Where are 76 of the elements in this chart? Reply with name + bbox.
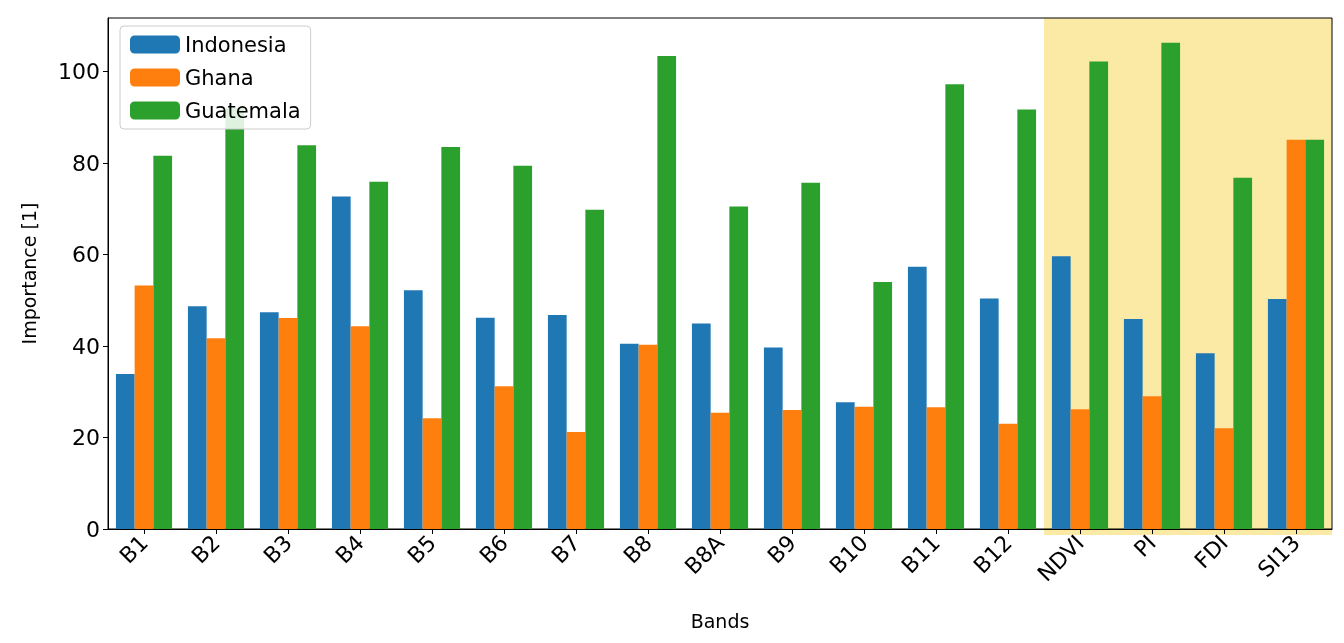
bar — [187, 306, 207, 529]
legend-label: Guatemala — [185, 98, 301, 123]
y-tick-label: 60 — [72, 242, 100, 268]
bar — [441, 147, 461, 529]
bar — [907, 266, 927, 529]
bar — [926, 407, 946, 529]
bar — [1123, 319, 1143, 529]
x-tick-label: FDI — [1189, 530, 1233, 574]
bar — [547, 314, 567, 529]
bar — [1286, 139, 1306, 529]
bar — [873, 281, 893, 529]
y-axis-title: Importance [1] — [17, 202, 40, 345]
bar — [998, 423, 1018, 529]
bar — [1267, 298, 1287, 529]
x-tick-label: B11 — [896, 530, 945, 579]
bar — [206, 338, 226, 529]
bar — [763, 347, 783, 529]
y-tick-label: 80 — [72, 150, 100, 176]
bar — [403, 290, 423, 529]
x-tick-label: B4 — [330, 530, 369, 569]
bar — [854, 406, 874, 529]
bar — [710, 412, 730, 529]
bar — [979, 298, 999, 529]
bar — [297, 145, 317, 529]
x-tick-label: B12 — [968, 530, 1017, 579]
bar — [782, 410, 802, 529]
x-tick-label: B1 — [114, 530, 153, 569]
bar — [835, 402, 855, 529]
bar — [369, 181, 389, 529]
x-tick-label: B6 — [474, 530, 513, 569]
x-tick-label: B9 — [762, 530, 801, 569]
bar — [1233, 177, 1253, 529]
bar — [278, 318, 298, 529]
bar — [1017, 109, 1037, 529]
legend-label: Indonesia — [185, 32, 287, 57]
bar — [729, 206, 749, 529]
legend-label: Ghana — [185, 65, 254, 90]
x-tick-label: B7 — [546, 530, 585, 569]
bar — [1195, 353, 1215, 529]
x-tick-label: B5 — [402, 530, 441, 569]
bar — [494, 386, 514, 529]
y-tick-label: 20 — [72, 425, 100, 450]
bar — [513, 165, 533, 529]
y-tick-label: 0 — [86, 516, 100, 542]
bar — [153, 155, 173, 529]
x-tick-label: B8 — [618, 530, 657, 569]
bar — [1142, 396, 1162, 529]
x-tick-label: B10 — [824, 530, 873, 579]
bar — [115, 373, 135, 529]
bar — [566, 432, 586, 529]
x-tick-label: B3 — [258, 530, 297, 569]
bar — [638, 344, 658, 529]
bar — [1161, 42, 1181, 529]
bar — [945, 84, 965, 529]
bar — [422, 418, 442, 529]
bar — [134, 285, 154, 529]
bar — [475, 317, 495, 529]
bar — [350, 326, 370, 529]
bar — [585, 209, 605, 529]
bar — [1305, 139, 1325, 529]
bar — [657, 55, 677, 529]
bar — [259, 312, 279, 529]
bar — [619, 343, 639, 529]
bar — [1089, 61, 1109, 529]
x-tick-label: B8A — [679, 530, 729, 580]
y-tick-label: 40 — [72, 333, 100, 359]
x-tick-label: B2 — [186, 530, 225, 569]
bar — [1214, 428, 1234, 529]
bar — [691, 323, 711, 529]
bar — [331, 196, 351, 529]
x-tick-label: PI — [1129, 530, 1161, 562]
y-tick-label: 100 — [58, 59, 100, 85]
bar — [1070, 409, 1090, 529]
bar — [801, 182, 821, 529]
bar — [1051, 256, 1071, 529]
x-axis-title: Bands — [690, 609, 750, 632]
